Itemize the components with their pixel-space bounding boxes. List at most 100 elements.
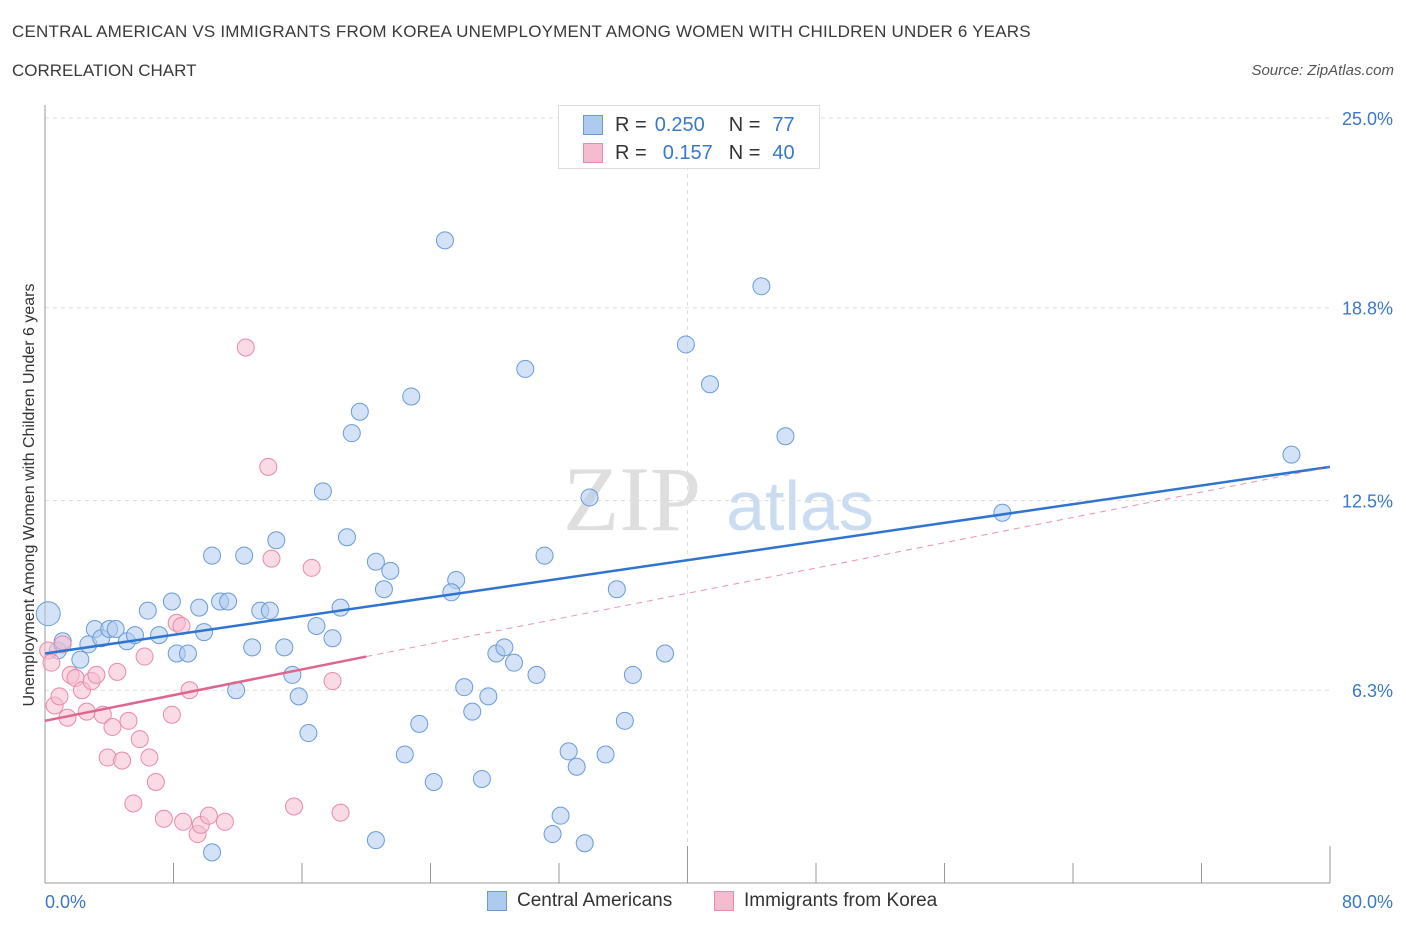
central-american-point <box>395 745 414 764</box>
central-american-point <box>350 402 369 421</box>
legend-r-label: R = <box>615 113 647 136</box>
central-american-point <box>527 665 546 684</box>
legend-r-value: 0.250 <box>654 113 705 136</box>
korea-point <box>331 803 350 822</box>
legend-r-value: 0.157 <box>662 141 713 164</box>
central-american-point <box>543 825 562 844</box>
central-american-point <box>342 424 361 443</box>
central-american-point <box>559 742 578 761</box>
central-american-point <box>463 702 482 721</box>
korea-point <box>174 812 193 831</box>
legend-n-label: N = <box>728 113 761 136</box>
legend-row-korea: R = 0.157 N = 40 <box>583 142 795 164</box>
legend-item-korea: Immigrants from Korea <box>714 890 937 912</box>
korea-point <box>162 705 181 724</box>
central-american-point <box>435 231 454 250</box>
central-american-point <box>776 427 795 446</box>
central-american-point <box>424 773 443 792</box>
legend-label: Central Americans <box>517 890 673 911</box>
central-american-point <box>472 769 491 788</box>
korea-point <box>215 812 234 831</box>
central-american-point <box>656 644 675 663</box>
korea-point <box>50 687 69 706</box>
central-american-point <box>596 745 615 764</box>
korea-point <box>262 549 281 568</box>
central-american-point <box>162 592 181 611</box>
central-american-point <box>381 561 400 580</box>
central-american-point <box>479 687 498 706</box>
central-american-point <box>442 583 461 602</box>
legend-n-value: 77 <box>772 113 795 136</box>
chart-title: CENTRAL AMERICAN VS IMMIGRANTS FROM KORE… <box>12 22 1031 41</box>
y-axis-label: Unemployment Among Women with Children U… <box>21 283 38 707</box>
central-american-point <box>71 650 90 669</box>
central-american-point <box>495 638 514 657</box>
central-american-point <box>567 757 586 776</box>
korea-point <box>323 672 342 691</box>
central-american-point <box>307 616 326 635</box>
legend-label: Immigrants from Korea <box>744 890 938 911</box>
y-tick-label: 18.8% <box>1342 299 1393 319</box>
stats-legend: R = 0.250 N = 77 R = 0.157 N = 40 <box>558 105 820 169</box>
central-american-point <box>35 601 61 627</box>
central-american-point <box>402 387 421 406</box>
central-american-point <box>190 598 209 617</box>
korea-point <box>236 338 255 357</box>
central-american-point <box>366 831 385 850</box>
legend-swatch-blue <box>583 115 603 135</box>
central-american-point <box>1282 445 1301 464</box>
korea-point <box>284 797 303 816</box>
korea-point <box>42 653 61 672</box>
central-american-point <box>410 714 429 733</box>
central-american-point <box>138 601 157 620</box>
legend-row-central-americans: R = 0.250 N = 77 <box>583 114 795 136</box>
central-american-point <box>366 552 385 571</box>
central-american-point <box>516 359 535 378</box>
central-american-point <box>260 601 279 620</box>
central-american-point <box>580 488 599 507</box>
central-american-point <box>203 546 222 565</box>
korea-point <box>103 717 122 736</box>
central-american-point <box>178 644 197 663</box>
chart-subtitle: CORRELATION CHART <box>12 61 197 80</box>
central-american-point <box>676 335 695 354</box>
central-american-point <box>551 806 570 825</box>
central-american-point <box>106 620 125 639</box>
central-american-point <box>575 834 594 853</box>
central-american-point <box>607 580 626 599</box>
legend-item-central-americans: Central Americans <box>487 890 672 912</box>
central-american-point <box>219 592 238 611</box>
series-legend: Central Americans Immigrants from Korea <box>0 890 1406 916</box>
korea-point <box>146 773 165 792</box>
korea-point <box>199 806 218 825</box>
central-american-point <box>203 843 222 862</box>
central-american-trendline <box>44 465 1331 655</box>
korea-point <box>108 662 127 681</box>
central-american-point <box>700 375 719 394</box>
legend-swatch-pink <box>714 891 734 911</box>
legend-n-label: N = <box>728 141 761 164</box>
y-tick-label: 25.0% <box>1342 109 1393 129</box>
korea-point <box>302 558 321 577</box>
x-tick-label: 80.0% <box>1342 892 1393 912</box>
central-american-point <box>615 711 634 730</box>
korea-point <box>53 635 72 654</box>
korea-point <box>154 809 173 828</box>
y-tick-label: 12.5% <box>1342 492 1393 512</box>
korea-point <box>113 751 132 770</box>
korea-trendline-extension <box>366 466 1331 658</box>
central-american-point <box>323 629 342 648</box>
korea-point <box>140 748 159 767</box>
legend-swatch-pink <box>583 143 603 163</box>
legend-r-label: R = <box>615 141 647 164</box>
legend-n-value: 40 <box>772 141 795 164</box>
central-american-point <box>752 277 771 296</box>
x-tick-label: 0.0% <box>45 892 86 912</box>
central-american-point <box>623 665 642 684</box>
central-american-point <box>289 687 308 706</box>
central-american-point <box>267 531 286 550</box>
central-american-point <box>374 580 393 599</box>
y-tick-label: 6.3% <box>1352 681 1393 701</box>
source-label: Source: ZipAtlas.com <box>1251 62 1394 79</box>
korea-point <box>87 665 106 684</box>
